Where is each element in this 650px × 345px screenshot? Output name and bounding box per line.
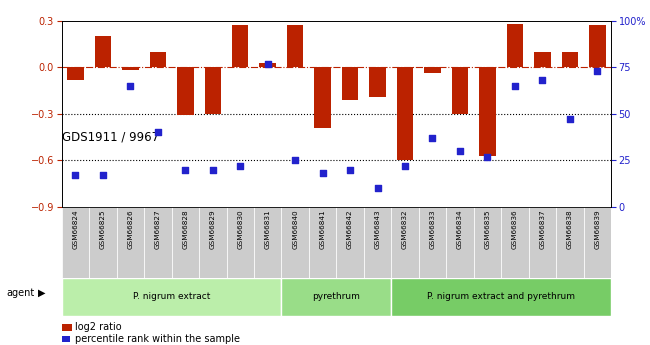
Text: GSM66842: GSM66842 [347, 209, 353, 249]
Point [565, 117, 575, 122]
Point [263, 61, 273, 66]
Point [153, 130, 163, 135]
Text: GDS1911 / 9967: GDS1911 / 9967 [62, 131, 159, 144]
Point [125, 83, 136, 89]
Text: GSM66837: GSM66837 [540, 209, 545, 249]
Bar [232, 25, 248, 67]
Point [345, 167, 356, 172]
Text: GSM66827: GSM66827 [155, 209, 161, 249]
Bar [122, 67, 138, 70]
Point [482, 154, 493, 159]
Bar [391, 278, 611, 316]
Text: GSM66826: GSM66826 [127, 209, 133, 249]
Bar [67, 67, 84, 80]
Bar [562, 52, 578, 67]
Point [537, 78, 547, 83]
Bar [446, 207, 474, 278]
Bar [391, 207, 419, 278]
Bar [62, 207, 89, 278]
Point [207, 167, 218, 172]
Bar [589, 25, 606, 67]
Bar [501, 207, 528, 278]
Text: log2 ratio: log2 ratio [75, 323, 122, 332]
Text: GSM66841: GSM66841 [320, 209, 326, 249]
Text: GSM66829: GSM66829 [210, 209, 216, 249]
Bar [534, 52, 551, 67]
Point [427, 135, 437, 141]
Bar [479, 67, 496, 156]
Text: ▶: ▶ [38, 288, 46, 298]
Text: GSM66831: GSM66831 [265, 209, 270, 249]
Point [400, 163, 410, 169]
Bar [150, 52, 166, 67]
Bar [419, 207, 446, 278]
Text: GSM66824: GSM66824 [73, 209, 79, 249]
Bar [62, 278, 281, 316]
Point [592, 68, 603, 74]
Bar [506, 24, 523, 67]
Bar [281, 278, 391, 316]
Point [290, 158, 300, 163]
Bar [309, 207, 337, 278]
Text: agent: agent [6, 288, 34, 298]
Bar [117, 207, 144, 278]
Text: GSM66834: GSM66834 [457, 209, 463, 249]
Text: GSM66838: GSM66838 [567, 209, 573, 249]
Bar [364, 207, 391, 278]
Bar [89, 207, 117, 278]
Text: GSM66832: GSM66832 [402, 209, 408, 249]
Point [317, 171, 328, 176]
Point [372, 186, 383, 191]
Point [235, 163, 246, 169]
Bar [315, 67, 331, 128]
Bar [177, 67, 194, 115]
Point [70, 172, 81, 178]
Bar [254, 207, 281, 278]
Point [180, 167, 190, 172]
Point [510, 83, 520, 89]
Text: GSM66836: GSM66836 [512, 209, 518, 249]
Point [98, 172, 108, 178]
Bar [396, 67, 413, 160]
Bar [95, 36, 111, 67]
Bar [528, 207, 556, 278]
Bar [556, 207, 584, 278]
Bar [259, 62, 276, 67]
Bar [281, 207, 309, 278]
Bar [337, 207, 364, 278]
Text: pyrethrum: pyrethrum [313, 292, 360, 301]
Bar [369, 67, 386, 97]
Bar [144, 207, 172, 278]
Bar [199, 207, 227, 278]
Text: percentile rank within the sample: percentile rank within the sample [75, 334, 240, 344]
Text: GSM66828: GSM66828 [183, 209, 188, 249]
Bar [287, 25, 304, 67]
Bar [474, 207, 501, 278]
Bar [424, 67, 441, 73]
Text: GSM66843: GSM66843 [374, 209, 380, 249]
Text: GSM66830: GSM66830 [237, 209, 243, 249]
Bar [227, 207, 254, 278]
Point [455, 148, 465, 154]
Text: P. nigrum extract: P. nigrum extract [133, 292, 211, 301]
Text: GSM66839: GSM66839 [594, 209, 600, 249]
Bar [452, 67, 468, 114]
Text: GSM66833: GSM66833 [430, 209, 436, 249]
Bar [172, 207, 199, 278]
Text: GSM66840: GSM66840 [292, 209, 298, 249]
Bar [584, 207, 611, 278]
Bar [342, 67, 358, 100]
Bar [205, 67, 221, 114]
Text: GSM66835: GSM66835 [484, 209, 490, 249]
Text: P. nigrum extract and pyrethrum: P. nigrum extract and pyrethrum [427, 292, 575, 301]
Text: GSM66825: GSM66825 [100, 209, 106, 249]
